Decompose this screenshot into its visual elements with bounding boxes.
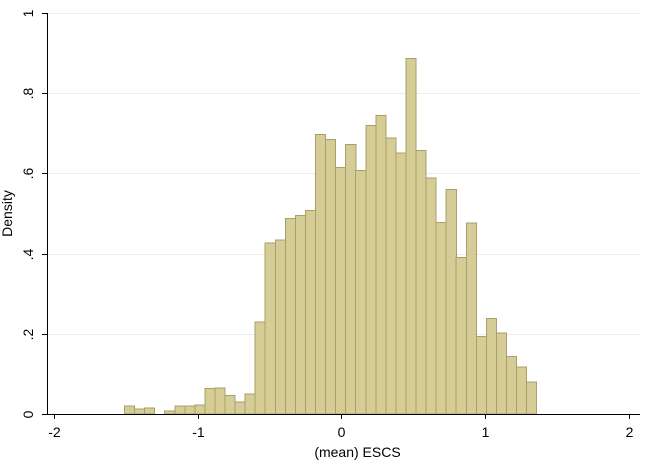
histogram-bar (254, 321, 266, 415)
y-tick-label: 0 (20, 410, 36, 418)
x-ticks-layer: -2 -1 0 1 2 (48, 414, 634, 440)
y-tick-label: .2 (20, 328, 36, 340)
histogram-bar (415, 150, 427, 415)
x-axis-title: (mean) ESCS (314, 444, 400, 460)
bars-layer (124, 58, 538, 415)
histogram-bar (244, 393, 256, 415)
histogram-bar (355, 170, 367, 415)
histogram-bar (335, 166, 347, 415)
x-tick-label: 0 (338, 424, 346, 440)
histogram-bar (495, 332, 507, 415)
histogram-bar (506, 356, 518, 415)
histogram-bar (395, 152, 407, 415)
histogram-bar (164, 410, 176, 415)
histogram-bar (294, 215, 306, 415)
x-tick-label: 2 (626, 424, 634, 440)
histogram-bar (224, 395, 236, 415)
histogram-bar (325, 138, 337, 415)
axes-layer (47, 13, 640, 415)
histogram-bar (425, 177, 437, 415)
y-axis-title: Density (0, 190, 15, 237)
histogram-bar (305, 209, 317, 415)
histogram-bar (315, 134, 327, 415)
histogram-bar (445, 188, 457, 415)
y-tick-label: .6 (20, 167, 36, 179)
histogram-bar (405, 58, 417, 415)
histogram-bar (465, 222, 477, 415)
x-tick-label: -2 (48, 424, 61, 440)
histogram-bar (365, 124, 377, 415)
y-ticks-layer: 0 .2 .4 .6 .8 1 (20, 9, 47, 418)
histogram-bar (264, 242, 276, 415)
y-tick-label: 1 (20, 9, 36, 17)
histogram-bar (345, 144, 357, 415)
histogram-bar (214, 387, 226, 415)
y-tick-label: .4 (20, 248, 36, 260)
histogram-bar (234, 401, 246, 415)
histogram-bar (274, 239, 286, 415)
histogram-bar (475, 336, 487, 415)
histogram-bar (174, 405, 186, 415)
histogram-bar (124, 405, 136, 415)
x-tick-label: 1 (482, 424, 490, 440)
histogram-bar (284, 217, 296, 415)
histogram-bar (375, 114, 387, 415)
histogram-bar (435, 222, 447, 415)
histogram-bar (204, 388, 216, 415)
histogram-bar (485, 318, 497, 415)
histogram-bar (184, 405, 196, 415)
histogram-bar (516, 366, 528, 415)
histogram-bar (134, 408, 146, 415)
x-tick-label: -1 (192, 424, 205, 440)
histogram-bar (526, 381, 538, 415)
histogram-bar (385, 137, 397, 415)
histogram-bar (194, 404, 206, 415)
y-tick-label: .8 (20, 87, 36, 99)
histogram-bar (455, 257, 467, 415)
histogram-bar (144, 407, 156, 415)
